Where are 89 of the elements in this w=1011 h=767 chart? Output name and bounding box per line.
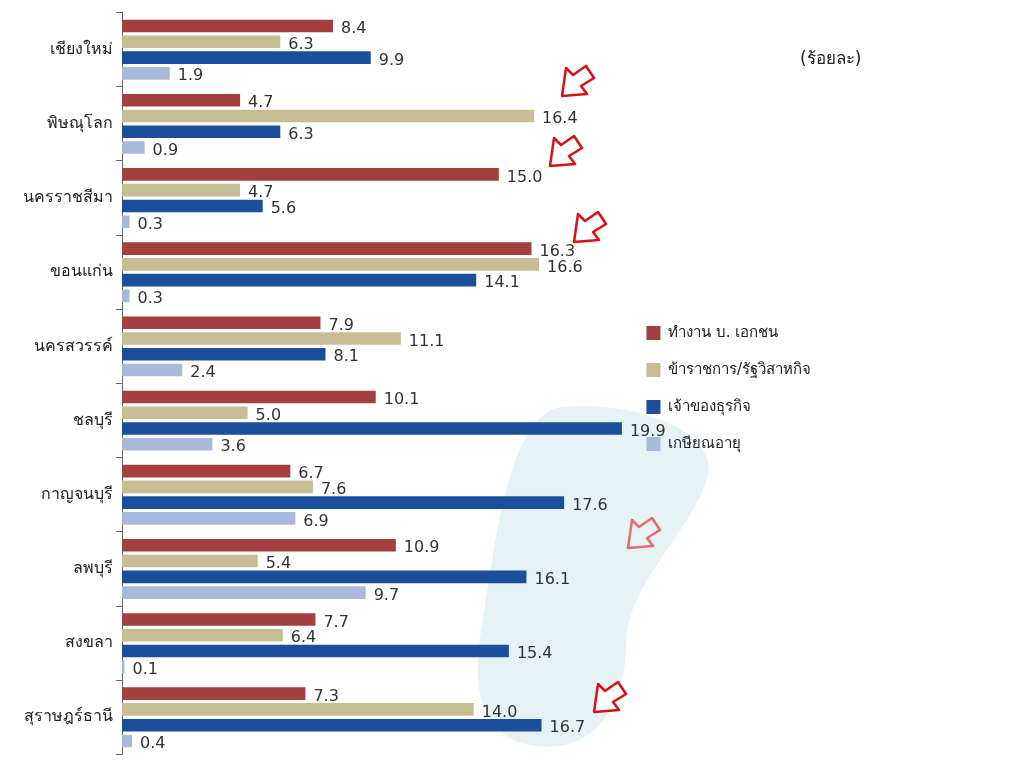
y-tick-label: พิษณุโลก [47,113,113,134]
bar [122,539,396,552]
bar [122,93,241,107]
bar [122,660,125,674]
data-label: 7.3 [313,685,339,705]
bar [122,141,145,154]
bar [122,332,401,345]
bar [122,628,283,642]
bar [122,168,499,181]
bar [122,406,248,420]
y-tick-label: กาญจนบุรี [41,483,113,504]
bar [122,125,281,139]
bar [122,613,316,626]
data-label: 0.9 [152,139,179,159]
bar [122,644,509,658]
data-label: 5.0 [255,404,282,424]
data-label: 5.4 [265,553,292,573]
y-tick-label: สงขลา [65,632,113,652]
bar [122,19,334,33]
data-label: 15.0 [506,166,543,186]
bar [122,67,170,80]
data-label: 16.1 [534,568,571,588]
bar [122,703,474,716]
bar [122,258,540,271]
data-label: 6.3 [288,123,314,143]
data-label: 10.9 [403,537,440,557]
y-tick-label: นครสวรรค์ [34,335,113,355]
y-tick-label: เชียงใหม่ [50,38,113,58]
bar [122,51,371,64]
data-label: 9.9 [378,49,405,69]
data-label: 0.3 [137,288,163,308]
y-tick-label: นครราชสีมา [23,187,113,207]
bar [122,109,535,123]
bar [122,687,306,700]
legend-label: ข้าราชการ/รัฐวิสาหกิจ [667,359,812,378]
bar [122,289,130,303]
bar [122,273,477,287]
bar [122,390,376,404]
bar [122,496,565,509]
bar [122,464,291,478]
data-label: 19.9 [629,420,666,440]
bar [122,554,258,568]
bar [122,512,296,525]
bar [122,316,321,330]
y-tick-label: ขอนแก่น [50,261,113,281]
bar [122,183,241,197]
bar [122,570,527,584]
data-label: 2.4 [190,362,216,382]
legend-label: เกษียณอายุ [667,433,741,453]
data-label: 15.4 [516,643,553,663]
data-label: 3.6 [220,436,246,456]
data-label: 14.0 [481,701,518,721]
data-label: 16.7 [549,717,586,737]
data-label: 8.4 [341,18,367,38]
bar [122,437,213,451]
bar [122,734,133,748]
data-label: 6.9 [303,510,329,530]
y-tick-label: สุราษฎร์ธานี [24,706,113,727]
data-label: 16.4 [542,108,578,128]
bar [122,422,622,435]
bar [122,35,281,49]
bar [122,718,542,732]
data-label: 10.1 [383,389,420,409]
data-label: 9.7 [373,584,400,604]
bar [122,363,183,377]
bar [122,347,326,361]
y-tick-label: ลพบุรี [73,558,113,579]
data-label: 4.7 [248,92,274,112]
y-tick-label: ชลบุรี [73,409,113,430]
data-label: 0.1 [132,658,158,678]
data-label: 0.3 [137,213,163,233]
data-label: 7.9 [328,314,354,334]
data-label: 11.1 [408,330,445,350]
bar [122,215,130,228]
data-label: 6.4 [290,627,317,647]
data-label: 6.3 [288,33,314,53]
data-label: 8.1 [333,346,359,366]
data-label: 17.6 [572,494,608,514]
bar [122,242,532,255]
bar [122,586,366,599]
data-label: 7.7 [323,611,349,631]
data-label: 14.1 [484,272,520,292]
bar [122,199,263,213]
data-label: 1.9 [177,65,204,85]
data-label: 0.4 [140,733,166,753]
text: (ร้อยละ) [800,47,862,70]
bar [122,480,313,494]
legend-label: เจ้าของธุรกิจ [667,396,751,416]
legend-label: ทำงาน บ. เอกชน [667,322,779,341]
